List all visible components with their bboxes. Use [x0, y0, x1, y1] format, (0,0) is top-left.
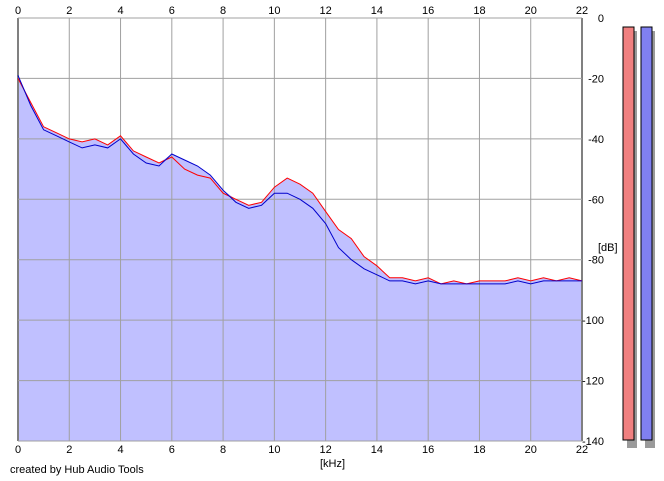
spectrum-area-layer — [18, 75, 582, 442]
x-tick-label-bottom: 18 — [473, 444, 485, 456]
y-tick-label: 0 — [598, 13, 604, 25]
series-lines-layer — [17, 75, 583, 285]
series-line-2 — [17, 75, 582, 285]
credit-text: created by Hub Audio Tools — [10, 464, 144, 476]
x-tick-label-top: 10 — [268, 5, 280, 17]
spectrum-fill — [18, 75, 582, 442]
x-tick-label-top: 12 — [320, 5, 332, 17]
y-tick-label: -40 — [588, 134, 604, 146]
x-tick-label-bottom: 6 — [169, 444, 175, 456]
y-tick-label: -80 — [588, 255, 604, 267]
y-axis-label: [dB] — [598, 242, 618, 254]
x-tick-label-top: 4 — [117, 5, 123, 17]
x-ticks-bottom: 0 2 4 6 8 10 12 14 16 18 20 22 — [15, 444, 588, 456]
x-tick-label-bottom: 4 — [117, 444, 123, 456]
x-tick-label-bottom: 20 — [525, 444, 537, 456]
y-tick-label: -140 — [582, 436, 604, 448]
x-tick-label-top: 20 — [525, 5, 537, 17]
y-tick-label: -100 — [582, 315, 604, 327]
y-tick-label: -120 — [582, 376, 604, 388]
x-tick-label-top: 8 — [220, 5, 226, 17]
x-ticks-top: 0 2 4 6 8 10 12 14 16 18 20 22 — [15, 5, 588, 17]
x-tick-label-top: 22 — [576, 5, 588, 17]
x-tick-label-top: 16 — [422, 5, 434, 17]
x-tick-label-top: 6 — [169, 5, 175, 17]
level-meter-left — [622, 26, 635, 441]
y-tick-label: -20 — [588, 73, 604, 85]
x-tick-label-bottom: 16 — [422, 444, 434, 456]
grid-layer — [17, 17, 583, 442]
y-ticks: 0 -20 -40 -60 -80 -100 -120 -140 — [582, 13, 604, 448]
level-meter-right — [640, 26, 653, 441]
x-tick-label-bottom: 0 — [15, 444, 21, 456]
x-tick-label-bottom: 2 — [66, 444, 72, 456]
x-tick-label-top: 0 — [15, 5, 21, 17]
x-tick-label-bottom: 8 — [220, 444, 226, 456]
x-tick-label-bottom: 14 — [371, 444, 383, 456]
x-axis-label: [kHz] — [320, 458, 345, 470]
x-tick-label-top: 2 — [66, 5, 72, 17]
x-tick-label-top: 14 — [371, 5, 383, 17]
y-tick-label: -60 — [588, 194, 604, 206]
series-line-1 — [17, 78, 583, 285]
x-tick-label-bottom: 10 — [268, 444, 280, 456]
x-tick-label-bottom: 22 — [576, 444, 588, 456]
x-tick-label-bottom: 12 — [320, 444, 332, 456]
level-meters — [622, 26, 655, 448]
x-tick-label-top: 18 — [473, 5, 485, 17]
